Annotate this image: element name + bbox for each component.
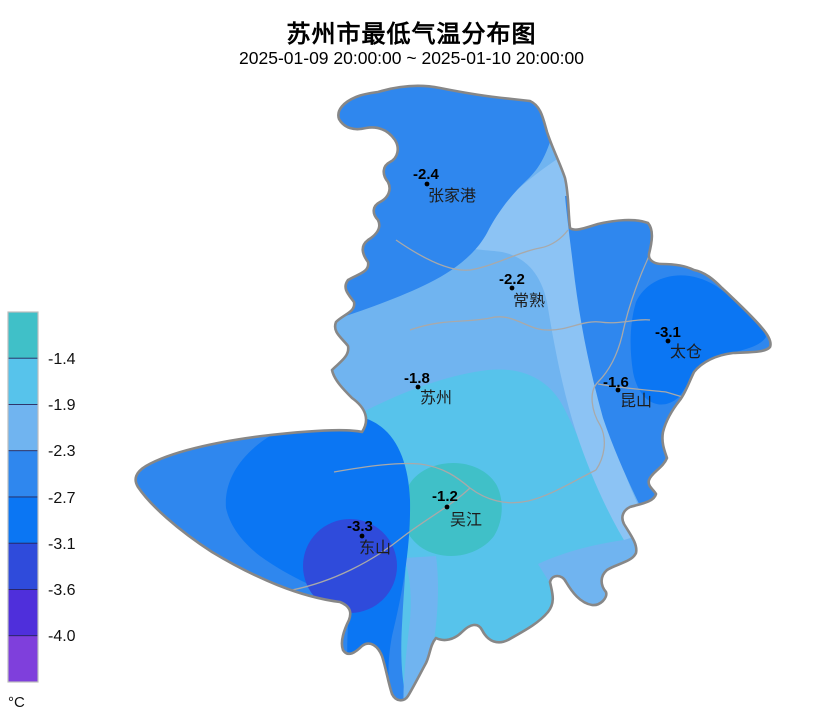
station-wujiang: -1.2 吴江 [432, 488, 482, 529]
contour-fill-layers [135, 85, 771, 701]
legend-swatch-7 [7, 635, 39, 683]
legend-swatch-2 [7, 404, 39, 452]
legend-tick-1: -1.9 [48, 397, 76, 414]
station-name: 昆山 [620, 392, 652, 410]
legend-colorbar: -1.4 -1.9 -2.3 -2.7 -3.1 -3.6 -4.0 °C [7, 311, 76, 711]
station-dot [424, 181, 430, 187]
legend-swatch-4 [7, 496, 39, 544]
station-value: -3.3 [347, 518, 373, 535]
station-dongshan: -3.3 东山 [347, 518, 391, 557]
region-wujiang-teal [401, 462, 502, 556]
legend-tick-3: -2.7 [48, 490, 76, 507]
station-suzhou: -1.8 苏州 [404, 370, 452, 407]
district-border-changshu-south [409, 316, 651, 331]
legend-swatch-6 [7, 589, 39, 637]
legend-tick-0: -1.4 [48, 351, 76, 368]
legend-swatch-1 [7, 357, 39, 405]
page-title: 苏州市最低气温分布图 [286, 21, 537, 48]
legend-tick-5: -3.6 [48, 582, 76, 599]
legend-tick-4: -3.1 [48, 536, 76, 553]
time-range: 2025-01-09 20:00:00 ~ 2025-01-10 20:00:0… [239, 48, 584, 68]
legend-swatch-3 [7, 450, 39, 498]
legend-border [7, 311, 39, 683]
station-value: -2.4 [413, 166, 440, 183]
district-border-kunshan-west [591, 255, 650, 471]
station-value: -3.1 [655, 324, 681, 341]
station-zhangjiagang: -2.4 张家港 [413, 166, 476, 205]
station-value: -1.2 [432, 488, 458, 505]
legend-tick-6: -4.0 [48, 628, 76, 645]
district-border-zhangjiagang [395, 229, 569, 271]
station-dot [615, 387, 621, 393]
station-name: 太仓 [670, 343, 702, 361]
station-dot [509, 285, 515, 291]
region-tongue-light [403, 556, 438, 701]
city-boundary-outline [134, 84, 772, 702]
legend-unit-label: °C [8, 694, 25, 711]
station-taicang: -3.1 太仓 [655, 324, 702, 361]
station-dot [665, 338, 671, 344]
legend-swatch-0 [7, 311, 39, 359]
region-dongshan-royal [303, 519, 397, 613]
station-name: 东山 [359, 539, 391, 557]
station-dot [415, 384, 421, 390]
station-dot [444, 504, 450, 510]
station-value: -1.8 [404, 370, 430, 387]
legend-swatch-5 [7, 542, 39, 590]
station-kunshan: -1.6 昆山 [603, 374, 652, 410]
station-name: 常熟 [513, 292, 545, 310]
station-value: -2.2 [499, 271, 525, 288]
station-changshu: -2.2 常熟 [499, 271, 545, 310]
station-dot [359, 533, 365, 539]
station-name: 张家港 [428, 187, 476, 205]
station-name: 苏州 [420, 389, 452, 407]
station-value: -1.6 [603, 374, 629, 391]
region-taicang-bright [630, 275, 766, 405]
district-border-taicang-south [597, 383, 687, 399]
station-name: 吴江 [450, 511, 482, 529]
legend-tick-2: -2.3 [48, 443, 76, 460]
